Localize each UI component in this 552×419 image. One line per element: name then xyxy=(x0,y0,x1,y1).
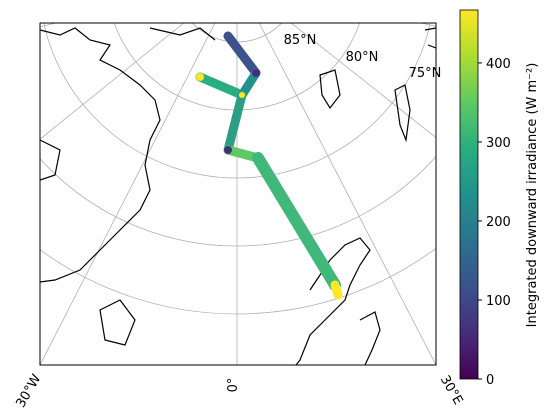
latitude-label: 80°N xyxy=(346,50,379,65)
flight-track xyxy=(195,31,343,300)
colorbar-tick-label: 0 xyxy=(486,373,494,388)
longitude-label: 0° xyxy=(226,378,241,393)
map-frame xyxy=(39,22,437,366)
colorbar-label: Integrated downward irradiance (W m⁻²) xyxy=(525,63,540,328)
map-area xyxy=(40,23,436,365)
colorbar-tick-label: 100 xyxy=(486,294,511,309)
latitude-label: 85°N xyxy=(284,33,317,48)
coastlines xyxy=(40,27,436,365)
latitude-label: 75°N xyxy=(409,66,442,81)
colorbar xyxy=(459,9,479,380)
longitude-label: 30°W xyxy=(13,372,44,411)
colorbar-tick-label: 400 xyxy=(486,57,511,72)
colorbar-tick-label: 200 xyxy=(486,215,511,230)
colorbar-tick-label: 300 xyxy=(486,136,511,151)
